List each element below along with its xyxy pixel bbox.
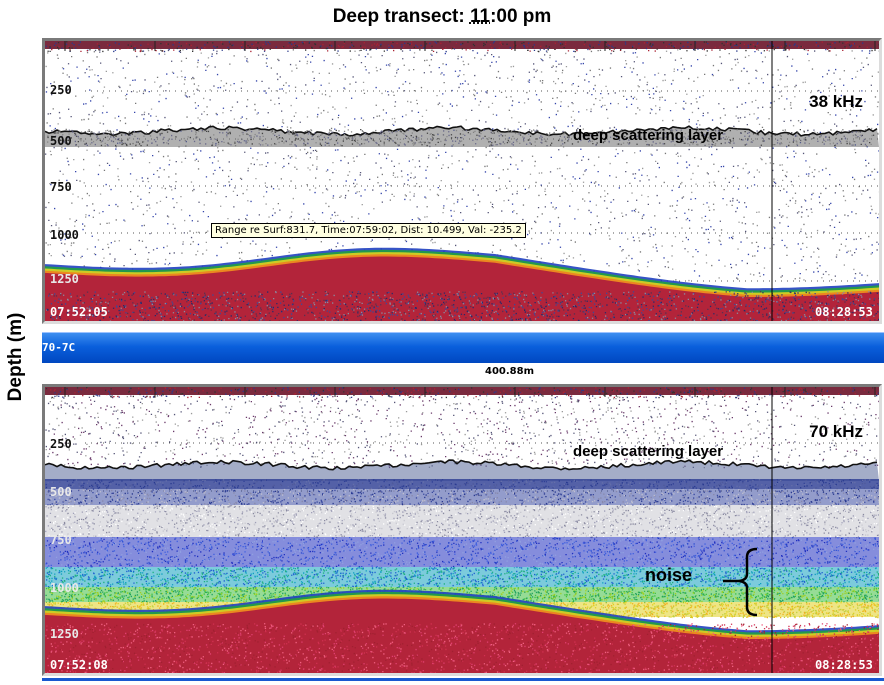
- depth-tick-750: 750: [50, 180, 72, 194]
- noise-bracket-icon: [723, 547, 758, 617]
- bottom-edge-bar: [42, 678, 884, 681]
- cursor-readout-tooltip: Range re Surf:831.7, Time:07:59:02, Dist…: [211, 223, 526, 238]
- depth-tick-1000: 1000: [50, 581, 79, 595]
- title-hour: 11: [469, 6, 491, 27]
- depth-tick-1000: 1000: [50, 228, 79, 242]
- depth-tick-250: 250: [50, 83, 72, 97]
- echogram-70khz[interactable]: 250 500 750 1000 1250 07:52:08 08:28:53 …: [42, 384, 882, 676]
- depth-tick-500: 500: [50, 134, 72, 148]
- depth-tick-750: 750: [50, 533, 72, 547]
- end-time-label: 08:28:53: [815, 305, 873, 319]
- frequency-label: 70 kHz: [809, 422, 863, 441]
- echogram-38khz-image: [45, 41, 879, 321]
- depth-tick-250: 250: [50, 437, 72, 451]
- title-rest: :00 pm: [490, 6, 552, 27]
- status-bar-text: 70-7C: [42, 341, 76, 354]
- status-bar[interactable]: 70-7C: [42, 332, 884, 363]
- scale-label: 400.88m: [485, 366, 535, 377]
- noise-label: noise: [645, 565, 693, 585]
- depth-tick-500: 500: [50, 485, 72, 499]
- figure-title: Deep transect: 11:00 pm: [0, 6, 884, 28]
- deep-scattering-layer-label: deep scattering layer: [573, 443, 724, 460]
- depth-tick-1250: 1250: [50, 627, 79, 641]
- echogram-70khz-image: [45, 387, 879, 673]
- title-prefix: Deep transect:: [332, 6, 470, 27]
- y-axis-label: Depth (m): [5, 312, 26, 402]
- depth-tick-1250: 1250: [50, 272, 79, 286]
- echogram-38khz[interactable]: 250 500 750 1000 1250 07:52:05 08:28:53 …: [42, 38, 882, 324]
- end-time-label: 08:28:53: [815, 658, 873, 672]
- deep-scattering-layer-label: deep scattering layer: [573, 127, 724, 144]
- start-time-label: 07:52:08: [50, 658, 108, 672]
- frequency-label: 38 kHz: [809, 92, 863, 111]
- start-time-label: 07:52:05: [50, 305, 108, 319]
